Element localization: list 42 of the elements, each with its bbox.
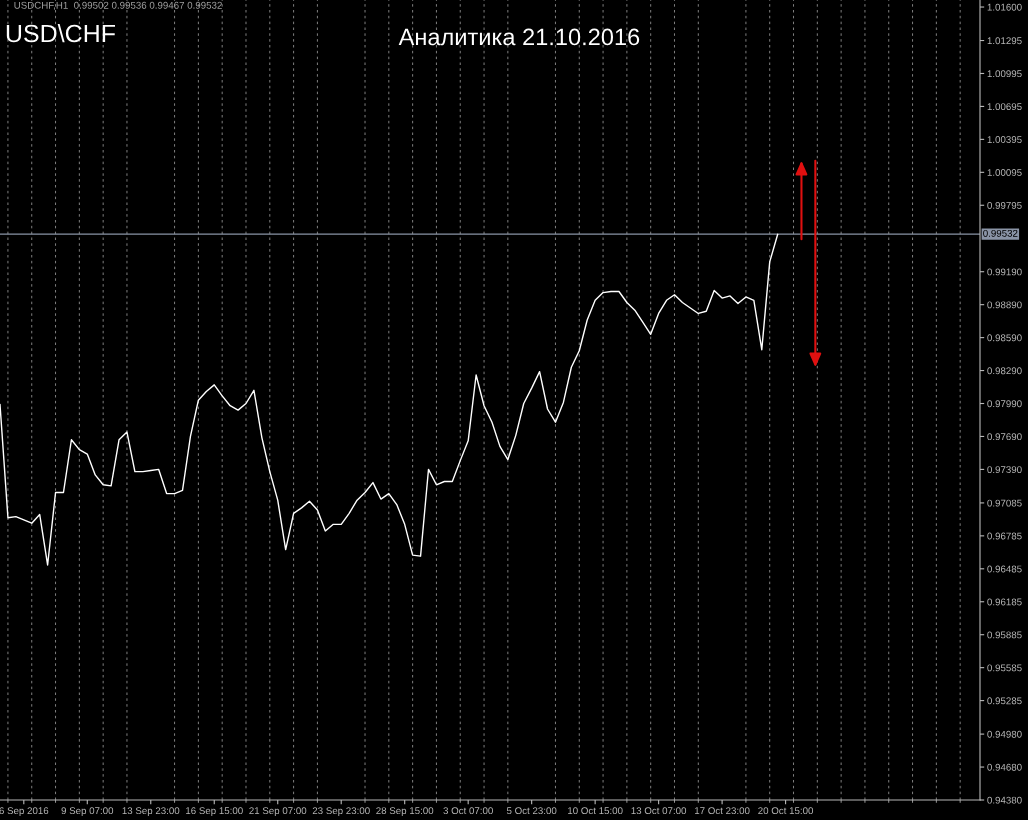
x-tick-label: 13 Oct 07:00 [631,807,687,815]
y-tick-label: 1.00095 [987,169,1022,176]
y-tick-label: 0.96185 [987,598,1022,606]
x-tick-label: 28 Sep 15:00 [376,807,434,817]
x-tick-label: 21 Sep 07:00 [249,807,307,817]
x-tick-label: 23 Sep 23:00 [312,807,370,817]
x-tick-label: 16 Sep 15:00 [186,807,243,817]
x-tick-label: 5 Oct 23:00 [506,807,557,815]
x-tick-label: 9 Sep 07:00 [61,807,114,817]
y-tick-label: 0.99190 [987,268,1022,276]
x-tick-label: 13 Sep 23:00 [122,807,180,817]
y-tick-label: 0.94380 [987,796,1022,804]
y-tick-label: 1.00695 [987,103,1022,111]
y-tick-label: 0.98890 [987,301,1022,309]
y-tick-label: 0.97690 [987,433,1022,441]
y-tick-label: 0.95285 [987,697,1022,705]
y-tick-label: 0.98590 [987,334,1022,342]
ref-line-label: 0.99532 [983,229,1018,237]
line-series [0,233,779,566]
text: Аналитика 21.10.2016 [398,28,640,46]
y-tick-label: 0.94980 [987,730,1022,738]
y-tick-label: 0.95885 [987,631,1022,639]
y-tick-label: 1.00995 [987,70,1022,78]
annotation: USDCHF,H1 0.99502 0.99536 0.99467 0.99532 [14,1,222,10]
y-tick-label: 0.96485 [987,565,1022,573]
x-tick-label: 20 Oct 15:00 [758,807,814,815]
y-tick-label: 0.99795 [987,202,1022,209]
y-tick-label: 1.00395 [987,136,1022,143]
y-tick-label: 1.01600 [987,3,1022,11]
y-tick-label: 0.95585 [987,664,1022,672]
x-tick-label: 17 Oct 23:00 [695,807,750,815]
x-tick-label: 6 Sep 2016 [0,807,49,817]
y-tick-label: 0.98290 [987,367,1022,375]
x-tick-label: 3 Oct 07:00 [443,807,493,815]
y-tick-label: 0.97390 [987,466,1022,474]
y-tick-label: 0.94680 [987,763,1022,771]
text: USD\CHF [6,24,116,43]
y-tick-label: 0.97085 [987,499,1022,507]
y-tick-label: 1.01295 [987,37,1022,45]
y-tick-label: 0.97990 [987,400,1022,408]
y-tick-label: 0.96785 [987,532,1022,540]
x-tick-label: 10 Oct 15:00 [568,807,623,815]
